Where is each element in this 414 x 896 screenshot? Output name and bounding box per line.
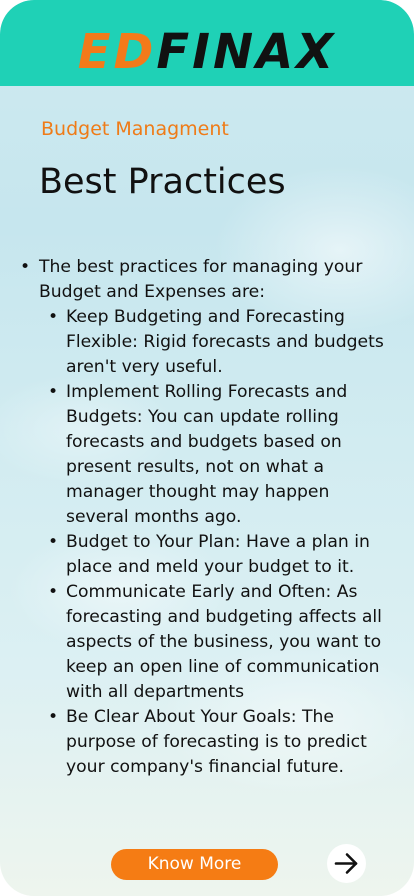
practice-text: Keep Budgeting and Forecasting Flexible:…: [66, 307, 384, 377]
section-subtitle: Budget Managment: [41, 118, 229, 140]
know-more-button[interactable]: Know More: [111, 849, 278, 880]
practice-text: Communicate Early and Often: As forecast…: [66, 582, 382, 702]
intro-text: The best practices for managing your Bud…: [39, 257, 363, 302]
bullet-icon: •: [48, 532, 59, 552]
bullet-icon: •: [48, 582, 59, 602]
bullet-icon: •: [48, 307, 59, 327]
app-logo: EDFINAX: [0, 22, 414, 82]
page-title: Best Practices: [39, 162, 286, 202]
arrow-right-icon: [334, 853, 358, 874]
logo-finax-text: FINAX: [156, 24, 337, 80]
bullet-icon: •: [48, 382, 59, 402]
list-item: • The best practices for managing your B…: [20, 255, 390, 780]
list-item: • Be Clear About Your Goals: The purpose …: [39, 705, 390, 780]
practice-text: Implement Rolling Forecasts and Budgets:…: [66, 382, 348, 527]
bullet-icon: •: [48, 707, 59, 727]
logo-ed-text: ED: [77, 24, 157, 80]
practices-content: • The best practices for managing your B…: [20, 255, 390, 780]
app-header: EDFINAX: [0, 0, 414, 86]
list-item: • Communicate Early and Often: As forecas…: [39, 580, 390, 705]
practices-sublist: • Keep Budgeting and Forecasting Flexible…: [39, 305, 390, 780]
practice-text: Be Clear About Your Goals: The purpose o…: [66, 707, 367, 777]
next-button[interactable]: [327, 844, 366, 883]
list-item: • Keep Budgeting and Forecasting Flexible…: [39, 305, 390, 380]
bullet-icon: •: [20, 257, 31, 277]
practice-text: Budget to Your Plan: Have a plan in plac…: [66, 532, 370, 577]
practices-list: • The best practices for managing your B…: [20, 255, 390, 780]
list-item: • Implement Rolling Forecasts and Budgets…: [39, 380, 390, 530]
list-item: • Budget to Your Plan: Have a plan in pla…: [39, 530, 390, 580]
